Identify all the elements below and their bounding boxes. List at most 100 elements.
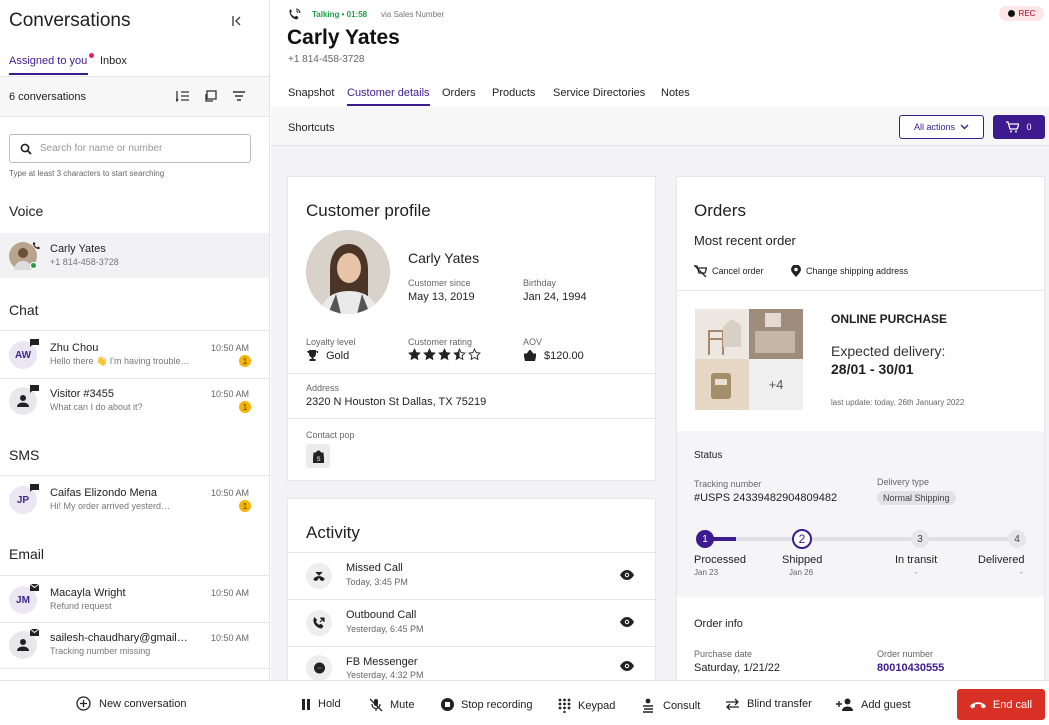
- cancel-order-button[interactable]: Cancel order: [694, 265, 764, 277]
- cart-button[interactable]: 0: [993, 115, 1045, 139]
- all-actions-dropdown[interactable]: All actions: [899, 115, 984, 139]
- collapse-panel-icon[interactable]: [228, 13, 244, 29]
- conversation-time: 10:50 AM: [211, 343, 250, 353]
- hold-button[interactable]: Hold: [301, 698, 341, 710]
- location-pin-icon: [791, 265, 801, 277]
- recording-label: REC: [1018, 9, 1036, 18]
- unread-badge: 1: [239, 500, 251, 512]
- activity-item[interactable]: Missed Call Today, 3:45 PM: [288, 553, 655, 599]
- chat-icon: [30, 385, 39, 393]
- conversation-preview: What can I do about it?: [50, 402, 143, 412]
- section-chat: Chat: [9, 302, 39, 318]
- progress-track: [703, 537, 1018, 541]
- end-call-button[interactable]: End call: [957, 689, 1045, 720]
- sort-icon[interactable]: [176, 90, 190, 102]
- search-input[interactable]: Search for name or number: [9, 134, 251, 163]
- conversation-count: 6 conversations: [9, 91, 87, 103]
- keypad-button[interactable]: Keypad: [558, 698, 615, 713]
- tab-notes[interactable]: Notes: [661, 87, 690, 99]
- step-label: Processed: [694, 554, 746, 566]
- step-shipped: 2: [792, 529, 812, 549]
- recording-badge: REC: [999, 6, 1044, 21]
- last-update: last update: today, 26th January 2022: [831, 398, 965, 407]
- conversation-item[interactable]: JP Caifas Elizondo Mena Hi! My order arr…: [0, 478, 269, 523]
- tab-snapshot[interactable]: Snapshot: [288, 87, 335, 99]
- shopify-contact-button[interactable]: S: [306, 444, 330, 468]
- chevron-down-icon: [960, 124, 969, 130]
- unread-badge: 1: [239, 401, 251, 413]
- loyalty-level: Gold: [326, 350, 350, 362]
- tab-service-directories[interactable]: Service Directories: [553, 87, 646, 99]
- delivery-type-label: Delivery type: [877, 477, 930, 487]
- new-conversation-button[interactable]: New conversation: [76, 696, 186, 711]
- person-icon: [17, 395, 29, 407]
- birthday-label: Birthday: [523, 278, 557, 288]
- conversation-preview: Tracking number missing: [50, 646, 151, 656]
- tab-assigned-to-you[interactable]: Assigned to you: [9, 53, 94, 67]
- conversation-name: Zhu Chou: [50, 342, 99, 354]
- sms-icon: [30, 484, 39, 492]
- tab-products[interactable]: Products: [492, 87, 536, 99]
- add-guest-button[interactable]: Add guest: [836, 698, 911, 711]
- avatar: [9, 387, 37, 415]
- caller-name: Carly Yates: [287, 26, 400, 49]
- call-status: Talking • 01:58: [312, 10, 368, 19]
- tracking-number[interactable]: #USPS 24339482904809482: [694, 492, 838, 504]
- cart-count: 0: [1026, 122, 1032, 132]
- hang-up-icon: [969, 701, 986, 708]
- active-call-icon: [289, 8, 301, 20]
- conversation-name: Macayla Wright: [50, 587, 126, 599]
- view-eye-icon[interactable]: [620, 570, 634, 580]
- online-status-dot: [30, 262, 37, 269]
- conversation-time: 10:50 AM: [211, 633, 250, 643]
- blind-transfer-button[interactable]: Blind transfer: [725, 698, 812, 710]
- status-label: Status: [694, 450, 723, 461]
- conversation-name: Caifas Elizondo Mena: [50, 487, 158, 499]
- tracking-label: Tracking number: [694, 479, 762, 489]
- card-title: Customer profile: [306, 201, 431, 220]
- mute-button[interactable]: Mute: [369, 698, 414, 712]
- order-number-link[interactable]: 80010430555: [877, 662, 945, 674]
- tab-inbox[interactable]: Inbox: [100, 55, 127, 67]
- purchase-date-label: Purchase date: [694, 649, 753, 659]
- active-tab-indicator: [347, 104, 430, 106]
- change-shipping-address-button[interactable]: Change shipping address: [791, 265, 908, 277]
- tab-orders[interactable]: Orders: [442, 87, 476, 99]
- conversation-item[interactable]: Visitor #3455 What can I do about it? 10…: [0, 379, 269, 424]
- missed-call-icon: [306, 563, 332, 589]
- view-eye-icon[interactable]: [620, 617, 634, 627]
- conversation-item[interactable]: AW Zhu Chou Hello there 👋 I'm having tro…: [0, 333, 269, 378]
- conversation-item[interactable]: sailesh-chaudhary@gmail… Tracking number…: [0, 623, 269, 668]
- messenger-icon: [306, 655, 332, 681]
- select-icon[interactable]: [205, 90, 217, 102]
- order-product-images[interactable]: +4: [695, 309, 803, 410]
- call-line: via Sales Number: [381, 10, 445, 19]
- tab-customer-details[interactable]: Customer details: [347, 87, 430, 99]
- activity-time: Today, 3:45 PM: [346, 577, 408, 587]
- consult-button[interactable]: Consult: [641, 698, 700, 713]
- stop-recording-button[interactable]: Stop recording: [441, 698, 533, 711]
- tab-label: Inbox: [100, 55, 127, 67]
- transfer-arrows-icon: [726, 698, 739, 710]
- hold-label: Hold: [318, 698, 341, 710]
- star-icon: [453, 348, 466, 361]
- active-tab-indicator: [9, 73, 88, 75]
- progress-fill: [703, 537, 736, 541]
- order-status-section: [677, 431, 1044, 597]
- step-processed: 1: [696, 530, 714, 548]
- conversation-time: 10:50 AM: [211, 488, 250, 498]
- activity-item[interactable]: Outbound Call Yesterday, 6:45 PM: [288, 600, 655, 646]
- card-title: Orders: [694, 201, 746, 220]
- most-recent-order-label: Most recent order: [694, 233, 796, 248]
- conversation-item[interactable]: Carly Yates +1 814-458-3728: [0, 233, 269, 278]
- filter-icon[interactable]: [233, 91, 245, 101]
- mic-off-icon: [369, 698, 383, 712]
- email-icon: [30, 629, 39, 636]
- trophy-icon: [307, 350, 318, 361]
- activity-item[interactable]: FB Messenger Yesterday, 4:32 PM: [288, 647, 655, 681]
- pause-icon: [302, 698, 310, 710]
- add-person-icon: [836, 698, 853, 711]
- conversation-item[interactable]: JM Macayla Wright Refund request 10:50 A…: [0, 578, 269, 623]
- activity-time: Yesterday, 6:45 PM: [346, 624, 424, 634]
- view-eye-icon[interactable]: [620, 661, 634, 671]
